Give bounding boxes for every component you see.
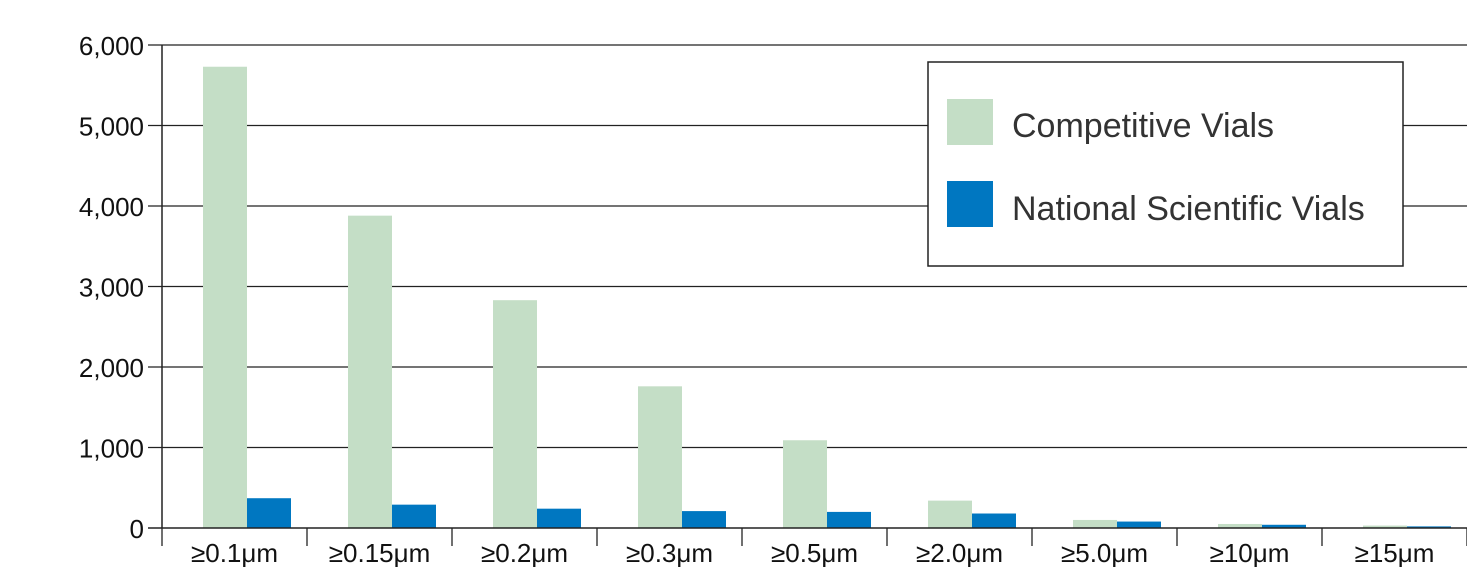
- x-tick-label: ≥5.0μm: [1061, 538, 1148, 568]
- y-tick-label: 6,000: [79, 31, 144, 61]
- bar-national-6: [1117, 521, 1161, 528]
- x-tick-label: ≥10μm: [1210, 538, 1290, 568]
- x-tick-label: ≥0.1μm: [191, 538, 278, 568]
- x-tick-label: ≥0.5μm: [771, 538, 858, 568]
- axes: [148, 45, 1467, 529]
- bar-competitive-2: [493, 300, 537, 528]
- legend: Competitive Vials National Scientific Vi…: [927, 61, 1404, 267]
- legend-label-competitive: Competitive Vials: [1012, 107, 1274, 145]
- bar-national-0: [247, 498, 291, 528]
- bar-competitive-7: [1218, 523, 1262, 528]
- bar-competitive-1: [348, 215, 392, 528]
- bar-national-2: [537, 508, 581, 528]
- bar-competitive-8: [1363, 525, 1407, 528]
- y-tick-label: 5,000: [79, 112, 144, 142]
- bar-competitive-6: [1073, 519, 1117, 528]
- x-tick-label: ≥15μm: [1355, 538, 1435, 568]
- x-tick-label: ≥0.15μm: [329, 538, 431, 568]
- x-tick-label: ≥0.2μm: [481, 538, 568, 568]
- y-tick-label: 3,000: [79, 273, 144, 303]
- bar-competitive-0: [203, 66, 247, 529]
- y-axis-ticks: 0 1,000 2,000 3,000 4,000 5,000 6,000: [79, 31, 144, 544]
- bar-national-7: [1262, 524, 1306, 528]
- legend-box: [927, 61, 1404, 267]
- bar-national-1: [392, 504, 436, 528]
- bar-competitive-5: [928, 500, 972, 528]
- x-tick-label: ≥2.0μm: [916, 538, 1003, 568]
- y-tick-label: 0: [130, 514, 144, 544]
- y-tick-label: 4,000: [79, 192, 144, 222]
- bar-national-5: [972, 513, 1016, 528]
- bar-national-8: [1407, 526, 1451, 528]
- bar-competitive-3: [638, 386, 682, 528]
- bar-national-4: [827, 511, 871, 528]
- legend-swatch-national: [947, 181, 993, 227]
- y-tick-label: 2,000: [79, 353, 144, 383]
- y-tick-label: 1,000: [79, 434, 144, 464]
- bar-national-3: [682, 511, 726, 528]
- legend-label-national: National Scientific Vials: [1012, 190, 1365, 228]
- bar-competitive-4: [783, 440, 827, 528]
- bars: [203, 66, 1451, 529]
- legend-swatch-competitive: [947, 99, 993, 145]
- x-tick-label: ≥0.3μm: [626, 538, 713, 568]
- x-axis-ticks: ≥0.1μm ≥0.15μm ≥0.2μm ≥0.3μm ≥0.5μm ≥2.0μm ≥5.…: [161, 528, 1467, 568]
